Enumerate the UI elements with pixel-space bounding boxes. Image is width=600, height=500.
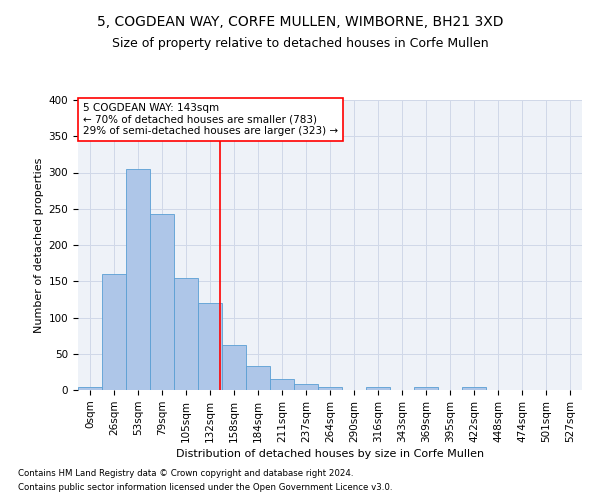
Bar [78,387,102,390]
Bar [126,169,150,390]
Y-axis label: Number of detached properties: Number of detached properties [34,158,44,332]
Bar [318,387,342,390]
Text: Contains public sector information licensed under the Open Government Licence v3: Contains public sector information licen… [18,484,392,492]
Bar [198,303,222,390]
X-axis label: Distribution of detached houses by size in Corfe Mullen: Distribution of detached houses by size … [176,449,484,459]
Text: Size of property relative to detached houses in Corfe Mullen: Size of property relative to detached ho… [112,38,488,51]
Text: 5, COGDEAN WAY, CORFE MULLEN, WIMBORNE, BH21 3XD: 5, COGDEAN WAY, CORFE MULLEN, WIMBORNE, … [97,15,503,29]
Bar [150,214,174,390]
Bar [462,387,486,390]
Bar [294,384,318,390]
Text: Contains HM Land Registry data © Crown copyright and database right 2024.: Contains HM Land Registry data © Crown c… [18,468,353,477]
Bar [414,387,438,390]
Text: 5 COGDEAN WAY: 143sqm
← 70% of detached houses are smaller (783)
29% of semi-det: 5 COGDEAN WAY: 143sqm ← 70% of detached … [83,103,338,136]
Bar [102,274,126,390]
Bar [246,366,270,390]
Bar [174,278,198,390]
Bar [270,379,294,390]
Bar [366,387,390,390]
Bar [222,345,246,390]
